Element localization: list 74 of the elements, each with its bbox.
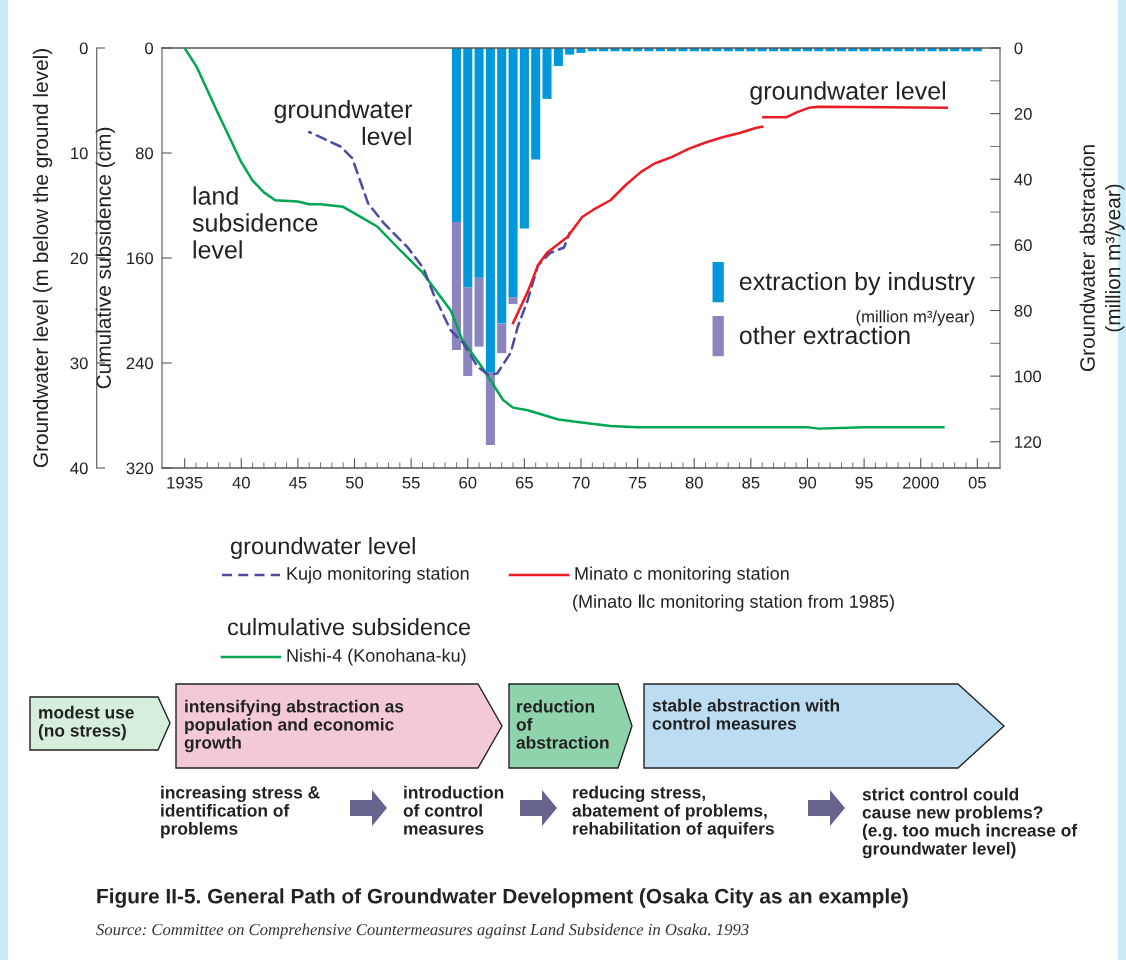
x-tick-label: 80 — [685, 476, 703, 489]
annotation: groundwater level — [750, 81, 946, 105]
y3-tick-label: 320 — [126, 462, 154, 475]
text: strict control could cause new problems? (e.g. too much increase of groundwater level) — [862, 787, 1078, 859]
bar — [531, 48, 541, 160]
y3-tick-label: 240 — [126, 357, 154, 370]
x-tick-label: 70 — [572, 476, 590, 489]
x-tick-label: 75 — [629, 476, 647, 489]
bar — [542, 48, 552, 99]
annotation: (million m³/year) — [856, 310, 974, 326]
bar — [508, 297, 518, 304]
x-tick-label: 45 — [289, 476, 307, 489]
bar — [451, 221, 461, 350]
y-tick-label: 10 — [71, 147, 88, 160]
text: groundwater level — [230, 536, 415, 559]
text: increasing stress & identification of problems — [161, 785, 320, 839]
source-note: Source: Committee on Comprehensive Countermeasures against Land Subsidence in Osaka. 1993 — [96, 923, 749, 939]
y2-tick-label: 40 — [1014, 173, 1032, 186]
annotation: land subsidence level — [192, 186, 318, 259]
legend-label: other extraction — [739, 325, 910, 345]
x-tick-label: 50 — [345, 476, 364, 489]
y2-tick-label: 60 — [1014, 239, 1032, 252]
y3-axis-title: Cumulative subsidence (cm) — [95, 127, 116, 389]
x-tick-label: 1935 — [167, 476, 203, 489]
legend-label: Nishi-4 (Konohana-ku) — [287, 648, 466, 666]
x-tick-label: 65 — [515, 476, 533, 489]
text: intensifying abstraction as population and economic growth — [184, 699, 404, 753]
y-tick-label: 20 — [70, 252, 88, 265]
bar — [485, 48, 495, 373]
text: Figure II-5. General Path of Groundwater Development (Osaka City as an example) — [97, 888, 908, 908]
text: reducing stress, abatement of problems, rehabilitation of aquifers — [572, 785, 774, 839]
x-tick-label: 05 — [968, 476, 986, 489]
y2-tick-label: 120 — [1015, 436, 1042, 448]
x-tick-label: 90 — [799, 476, 817, 489]
y-tick-label: 0 — [79, 42, 88, 55]
legend-label: Minato c monitoring station — [575, 566, 789, 584]
bar — [463, 287, 473, 377]
bar — [565, 48, 575, 55]
x-tick-label: 85 — [742, 476, 760, 489]
y3-tick-label: 160 — [127, 252, 154, 265]
y-tick-label: 40 — [70, 462, 88, 475]
y3-tick-label: 80 — [135, 147, 154, 160]
text: modest use (no stress) — [38, 705, 134, 741]
bar — [497, 48, 507, 324]
x-tick-label: 40 — [232, 476, 250, 489]
y2-axis-title: Groundwater abstraction (million m³/year) — [1079, 145, 1125, 372]
legend-label: extraction by industry — [739, 271, 975, 296]
y3-tick-label: 0 — [145, 42, 154, 55]
text: reduction of abstraction — [516, 699, 609, 749]
y-axis-title: Groundwater level (m below the ground level) — [32, 49, 53, 468]
bar — [553, 48, 563, 67]
text: introduction of control measures — [403, 785, 504, 835]
y2-tick-label: 0 — [1014, 42, 1023, 55]
legend-label: Kujo monitoring station — [287, 566, 469, 584]
x-tick-label: 55 — [402, 476, 420, 489]
x-tick-label: 95 — [855, 476, 873, 489]
bar — [451, 48, 461, 222]
bar — [508, 48, 518, 298]
annotation: groundwater level — [274, 99, 413, 146]
bar — [474, 277, 484, 347]
x-tick-label: 2000 — [903, 476, 939, 489]
bar — [519, 48, 529, 229]
bar — [497, 323, 507, 354]
bar — [474, 48, 484, 278]
text: (Minato Ⅱc monitoring station from 1985) — [573, 594, 894, 612]
y-tick-label: 30 — [70, 357, 88, 370]
y2-tick-label: 100 — [1015, 370, 1042, 383]
bar — [485, 372, 495, 446]
text: culmulative subsidence — [228, 617, 471, 636]
bar — [463, 48, 473, 288]
text: stable abstraction with control measures — [652, 698, 840, 730]
x-tick-label: 60 — [459, 476, 477, 489]
y2-tick-label: 80 — [1014, 304, 1032, 317]
y2-tick-label: 20 — [1014, 108, 1032, 120]
